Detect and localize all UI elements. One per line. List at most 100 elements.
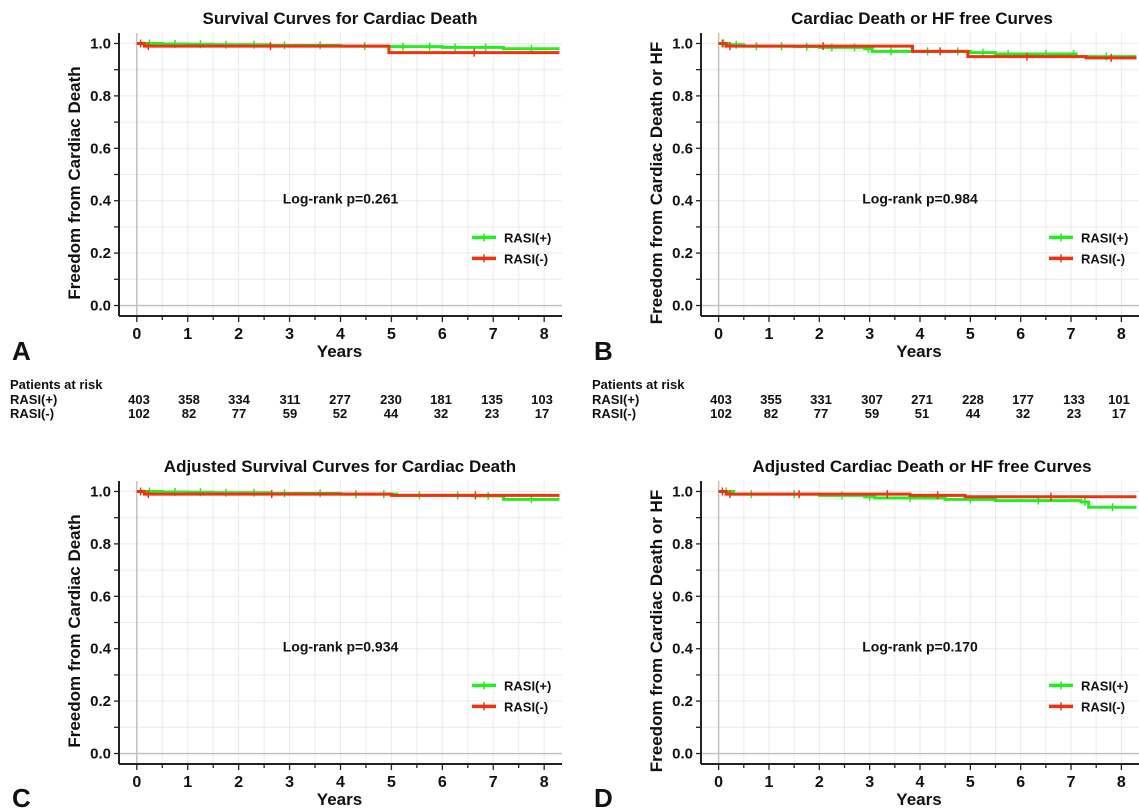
risk-cell: 17 bbox=[534, 406, 550, 421]
y-tick-label: 0.6 bbox=[90, 588, 111, 605]
risk-cell: 177 bbox=[1012, 392, 1034, 407]
chart-panel-d: 0 1 2 3 4 5 6 7 8 0.0 0.2 0.4 0.6 0.8 1.0 Adjusted Card… bbox=[594, 457, 1139, 810]
x-tick-label: 6 bbox=[1016, 774, 1025, 791]
y-axis-label: Freedom from Cardiac Death bbox=[65, 66, 84, 299]
y-tick-label: 0.2 bbox=[672, 245, 693, 262]
x-tick-label: 0 bbox=[714, 774, 723, 791]
x-tick-label: 1 bbox=[183, 326, 192, 343]
x-tick-label: 4 bbox=[916, 326, 925, 343]
series-line-rasi-minus bbox=[136, 41, 560, 55]
x-tick-label: 7 bbox=[489, 774, 498, 791]
y-tick-label: 1.0 bbox=[90, 35, 111, 52]
x-axis-label: Years bbox=[317, 790, 362, 809]
y-tick-label: 0.8 bbox=[672, 536, 693, 553]
y-tick-label: 1.0 bbox=[672, 35, 693, 52]
y-tick-label: 0.8 bbox=[90, 536, 111, 553]
x-tick-label: 7 bbox=[1067, 774, 1076, 791]
risk-cell: 358 bbox=[178, 392, 200, 407]
x-tick-label: 0 bbox=[132, 774, 141, 791]
x-tick-label: 2 bbox=[815, 774, 824, 791]
risk-row-label: RASI(-) bbox=[10, 406, 55, 421]
x-tick-label: 8 bbox=[1117, 326, 1126, 343]
risk-table-b: Patients at risk RASI(+) 403 355 331 307… bbox=[592, 378, 1139, 422]
x-tick-label: 1 bbox=[183, 774, 192, 791]
legend-label: RASI(-) bbox=[504, 251, 548, 266]
x-tick-label: 7 bbox=[1067, 326, 1076, 343]
chart-panel-b: 0 1 2 3 4 5 6 7 8 0.0 0.2 0.4 0.6 0.8 1.0 Cardiac Death… bbox=[594, 9, 1139, 366]
x-tick-label: 8 bbox=[540, 774, 549, 791]
risk-row-rasi-minus: RASI(-) 102 82 77 59 52 44 32 23 17 bbox=[10, 407, 570, 421]
x-tick-label: 3 bbox=[865, 326, 874, 343]
risk-cell: 133 bbox=[1063, 392, 1085, 407]
risk-cell: 32 bbox=[433, 406, 449, 421]
risk-cell: 181 bbox=[430, 392, 452, 407]
risk-table-header: Patients at risk bbox=[592, 377, 685, 392]
chart-title: Cardiac Death or HF free Curves bbox=[791, 9, 1053, 28]
chart-title: Survival Curves for Cardiac Death bbox=[203, 9, 478, 28]
risk-cell: 59 bbox=[282, 406, 298, 421]
risk-cell: 44 bbox=[965, 406, 981, 421]
y-tick-label: 1.0 bbox=[90, 483, 111, 500]
x-tick-label: 2 bbox=[234, 774, 243, 791]
x-tick-label: 5 bbox=[387, 326, 396, 343]
y-axis-label: Freedom from Cardiac Death or HF bbox=[647, 490, 666, 772]
legend-label: RASI(-) bbox=[504, 699, 548, 714]
logrank-annotation: Log-rank p=0.170 bbox=[862, 638, 978, 654]
y-tick-label: 0.0 bbox=[90, 298, 111, 315]
risk-cell: 44 bbox=[383, 406, 399, 421]
y-axis-label: Freedom from Cardiac Death bbox=[65, 514, 84, 747]
x-tick-label: 8 bbox=[1117, 774, 1126, 791]
x-tick-label: 6 bbox=[438, 774, 447, 791]
risk-cell: 228 bbox=[962, 392, 984, 407]
logrank-annotation: Log-rank p=0.934 bbox=[283, 638, 399, 654]
chart-title: Adjusted Survival Curves for Cardiac Dea… bbox=[164, 457, 516, 476]
risk-cell: 101 bbox=[1108, 392, 1130, 407]
risk-cell: 17 bbox=[1111, 406, 1127, 421]
chart-panel-a: 0 1 2 3 4 5 6 7 8 0.0 0.2 0.4 0.6 0.8 1.0 Survival Curv… bbox=[12, 9, 562, 366]
y-tick-label: 0.0 bbox=[90, 746, 111, 763]
logrank-annotation: Log-rank p=0.261 bbox=[283, 190, 399, 206]
risk-cell: 307 bbox=[861, 392, 883, 407]
risk-cell: 403 bbox=[710, 392, 732, 407]
y-tick-label: 0.0 bbox=[672, 298, 693, 315]
chart-panel-c: 0 1 2 3 4 5 6 7 8 0.0 0.2 0.4 0.6 0.8 1.0 Adjusted Surv… bbox=[12, 457, 562, 810]
y-tick-label: 0.2 bbox=[90, 245, 111, 262]
y-tick-label: 0.8 bbox=[90, 88, 111, 105]
legend-label: RASI(+) bbox=[504, 230, 551, 245]
risk-table-header: Patients at risk bbox=[10, 377, 103, 392]
x-tick-label: 8 bbox=[540, 326, 549, 343]
risk-row-label: RASI(+) bbox=[10, 392, 58, 407]
risk-cell: 23 bbox=[484, 406, 500, 421]
x-tick-label: 0 bbox=[132, 326, 141, 343]
risk-cell: 271 bbox=[911, 392, 933, 407]
x-tick-label: 2 bbox=[234, 326, 243, 343]
risk-cell: 331 bbox=[810, 392, 832, 407]
risk-row-label: RASI(-) bbox=[592, 406, 637, 421]
x-tick-label: 5 bbox=[966, 326, 975, 343]
y-tick-label: 0.0 bbox=[672, 746, 693, 763]
panel-letter: A bbox=[12, 336, 31, 366]
risk-cell: 230 bbox=[380, 392, 402, 407]
x-axis-label: Years bbox=[896, 342, 941, 361]
panel-letter: C bbox=[12, 783, 31, 810]
x-tick-label: 3 bbox=[285, 326, 294, 343]
x-tick-label: 4 bbox=[916, 774, 925, 791]
x-tick-label: 5 bbox=[387, 774, 396, 791]
x-tick-label: 3 bbox=[865, 774, 874, 791]
risk-row-rasi-plus: RASI(+) 403 355 331 307 271 228 177 133 … bbox=[592, 393, 1139, 407]
risk-cell: 52 bbox=[332, 406, 348, 421]
x-tick-label: 6 bbox=[438, 326, 447, 343]
risk-table-a: Patients at risk RASI(+) 403 358 334 311… bbox=[10, 378, 570, 422]
risk-cell: 23 bbox=[1066, 406, 1082, 421]
risk-cell: 82 bbox=[763, 406, 779, 421]
risk-cell: 59 bbox=[864, 406, 880, 421]
y-tick-label: 0.4 bbox=[90, 641, 112, 658]
y-tick-label: 0.6 bbox=[90, 140, 111, 157]
y-tick-label: 0.4 bbox=[90, 193, 112, 210]
risk-row-rasi-minus: RASI(-) 102 82 77 59 51 44 32 23 17 bbox=[592, 407, 1139, 421]
risk-row-label: RASI(+) bbox=[592, 392, 640, 407]
legend-label: RASI(+) bbox=[1081, 230, 1128, 245]
risk-cell: 103 bbox=[531, 392, 553, 407]
logrank-annotation: Log-rank p=0.984 bbox=[862, 190, 978, 206]
